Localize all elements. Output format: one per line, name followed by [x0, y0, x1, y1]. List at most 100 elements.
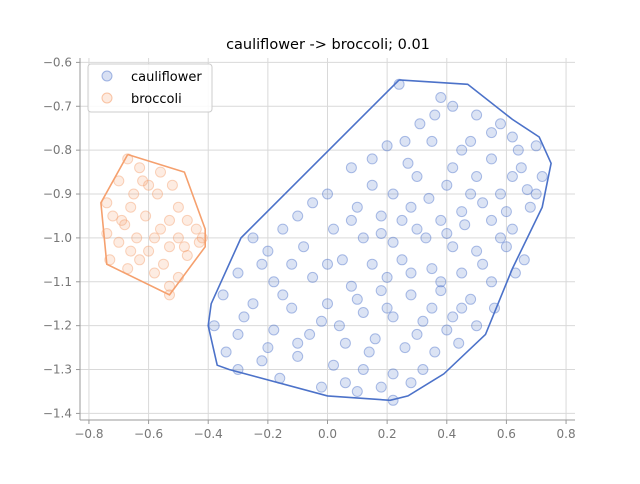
legend-marker-broccoli	[101, 92, 113, 104]
cauliflower-point	[375, 285, 387, 297]
broccoli-point	[152, 188, 163, 200]
cauliflower-point	[286, 258, 298, 270]
broccoli-point	[164, 280, 175, 292]
cauliflower-point	[417, 315, 429, 327]
cauliflower-point	[471, 245, 483, 257]
broccoli-point	[137, 175, 149, 187]
cauliflower-point	[292, 337, 304, 349]
cauliflower-point	[495, 118, 506, 130]
cauliflower-point	[277, 223, 289, 235]
x-tick-label: −0.6	[134, 427, 163, 441]
cauliflower-point	[262, 342, 274, 354]
cauliflower-point	[381, 302, 393, 314]
broccoli-point	[134, 162, 146, 174]
x-tick-label: −0.2	[253, 427, 282, 441]
broccoli-point	[166, 179, 178, 191]
cauliflower-point	[536, 171, 548, 182]
broccoli-point	[122, 153, 134, 165]
legend-label-cauliflower: cauliflower	[131, 70, 202, 85]
broccoli-point	[155, 223, 166, 235]
cauliflower-hull	[207, 79, 552, 402]
broccoli-point	[131, 232, 143, 244]
cauliflower-point	[512, 144, 524, 156]
y-tick-label: −1.1	[43, 275, 72, 289]
chart-title: cauliflower -> broccoli; 0.01	[226, 37, 430, 53]
cauliflower-point	[298, 241, 310, 253]
broccoli-point	[190, 223, 202, 235]
cauliflower-point	[486, 276, 497, 288]
legend-box	[87, 63, 213, 113]
cauliflower-point	[316, 381, 327, 393]
cauliflower-point	[375, 228, 387, 239]
cauliflower-point	[208, 320, 220, 332]
cauliflower-point	[339, 377, 351, 389]
cauliflower-point	[357, 364, 369, 375]
cauliflower-point	[530, 188, 542, 200]
cauliflower-point	[399, 342, 411, 354]
x-tick-label: −0.8	[74, 427, 103, 441]
cauliflower-point	[486, 127, 497, 139]
cauliflower-point	[506, 223, 518, 235]
cauliflower-point	[411, 223, 423, 235]
hull-outlines	[100, 79, 552, 402]
cauliflower-point	[411, 328, 423, 340]
y-tick-label: −1.0	[43, 231, 72, 245]
broccoli-point	[181, 214, 193, 226]
y-tick-label: −1.2	[43, 319, 72, 333]
broccoli-point	[149, 232, 160, 244]
cauliflower-point	[345, 280, 357, 292]
broccoli-hull	[100, 153, 206, 296]
cauliflower-point	[381, 271, 393, 283]
cauliflower-point	[414, 118, 426, 130]
data-points	[101, 78, 548, 406]
cauliflower-point	[447, 100, 459, 112]
broccoli-point	[143, 245, 155, 257]
cauliflower-point	[262, 245, 274, 257]
cauliflower-point	[441, 228, 453, 239]
cauliflower-point	[471, 171, 483, 182]
cauliflower-point	[366, 179, 378, 191]
cauliflower-point	[307, 271, 319, 283]
x-tick-label: −0.4	[194, 427, 223, 441]
cauliflower-point	[447, 311, 459, 323]
cauliflower-point	[247, 232, 259, 244]
cauliflower-point	[333, 320, 345, 332]
cauliflower-point	[456, 302, 468, 314]
cauliflower-point	[447, 162, 459, 174]
cauliflower-point	[405, 201, 417, 213]
cauliflower-point	[405, 289, 417, 301]
cauliflower-point	[268, 324, 280, 336]
cauliflower-point	[277, 289, 289, 301]
legend-marker-cauliflower	[101, 70, 113, 82]
broccoli-point	[164, 241, 175, 253]
cauliflower-point	[402, 157, 414, 169]
cauliflower-point	[339, 337, 351, 349]
cauliflower-point	[530, 140, 542, 152]
cauliflower-point	[465, 135, 477, 147]
cauliflower-point	[387, 311, 399, 323]
grid-lines	[80, 58, 575, 420]
cauliflower-point	[456, 144, 468, 156]
broccoli-point	[113, 236, 125, 248]
cauliflower-point	[292, 350, 304, 362]
cauliflower-point	[435, 285, 447, 297]
cauliflower-point	[328, 223, 339, 235]
cauliflower-point	[396, 254, 408, 266]
cauliflower-point	[426, 135, 438, 147]
cauliflower-point	[387, 236, 399, 248]
broccoli-point	[172, 201, 184, 213]
cauliflower-point	[486, 153, 497, 165]
cauliflower-point	[375, 210, 387, 222]
cauliflower-point	[435, 92, 447, 103]
cauliflower-point	[456, 206, 468, 218]
cauliflower-point	[471, 320, 483, 332]
cauliflower-point	[351, 293, 363, 305]
cauliflower-point	[247, 298, 259, 310]
cauliflower-point	[304, 328, 316, 340]
cauliflower-point	[471, 109, 483, 121]
broccoli-point	[155, 166, 166, 178]
broccoli-point	[125, 245, 137, 257]
cauliflower-point	[322, 298, 333, 310]
cauliflower-point	[495, 188, 506, 200]
